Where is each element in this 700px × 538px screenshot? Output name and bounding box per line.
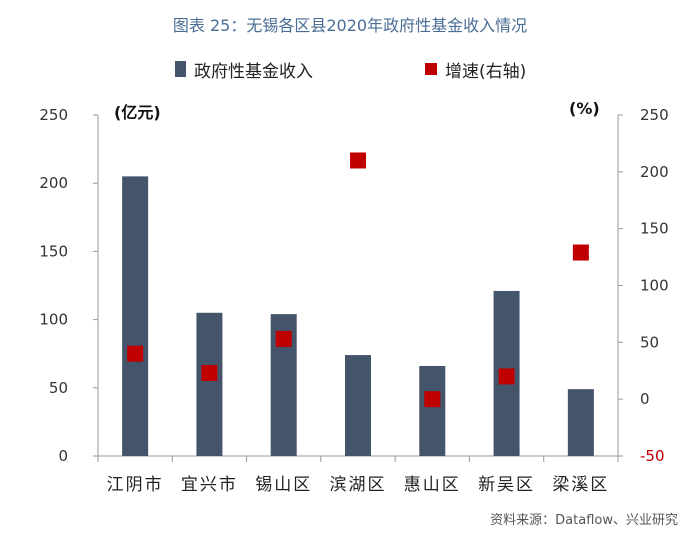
category-label: 梁溪区 — [552, 475, 609, 495]
growth-marker — [572, 244, 589, 261]
growth-marker — [127, 345, 144, 362]
right-axis-unit: (%) — [569, 99, 600, 118]
growth-marker — [275, 330, 292, 347]
category-label: 惠山区 — [404, 475, 461, 495]
legend-item-growth: 增速(右轴) — [425, 57, 526, 82]
growth-marker — [424, 391, 441, 408]
right-tick-label: 150 — [640, 220, 669, 238]
legend-swatch-marker — [425, 63, 437, 75]
left-tick-label: 50 — [49, 379, 68, 397]
right-tick-label: 0 — [640, 390, 650, 408]
left-axis-unit: (亿元) — [114, 103, 161, 122]
chart-title: 图表 25：无锡各区县2020年政府性基金收入情况 — [172, 16, 528, 35]
left-tick-label: 250 — [39, 106, 68, 124]
left-tick-label: 0 — [58, 447, 68, 465]
category-label: 新吴区 — [478, 475, 535, 495]
legend-label-growth: 增速(右轴) — [445, 61, 527, 82]
growth-marker — [498, 368, 515, 385]
category-label: 锡山区 — [255, 475, 312, 495]
left-tick-label: 200 — [39, 174, 68, 192]
right-tick-label: 250 — [640, 106, 669, 124]
left-tick-label: 150 — [39, 242, 68, 260]
revenue-bar — [345, 355, 371, 456]
right-tick-label: 200 — [640, 163, 669, 181]
legend-swatch-bar — [175, 61, 186, 77]
growth-marker — [350, 152, 366, 169]
growth-marker — [201, 365, 218, 382]
left-tick-label: 100 — [39, 311, 68, 329]
legend-label-revenue: 政府性基金收入 — [194, 61, 313, 82]
legend-item-revenue: 政府性基金收入 — [175, 57, 313, 82]
right-tick-label: 50 — [640, 333, 659, 351]
category-label: 江阴市 — [107, 475, 164, 495]
right-tick-label: 100 — [640, 277, 669, 295]
legend: 政府性基金收入 增速(右轴) — [175, 57, 638, 82]
category-label: 宜兴市 — [181, 475, 238, 495]
revenue-bar — [419, 365, 446, 456]
revenue-bar — [122, 176, 149, 456]
category-label: 滨湖区 — [330, 475, 387, 495]
right-tick-label: -50 — [640, 447, 665, 465]
revenue-bar — [567, 389, 594, 456]
source-note: 资料来源：Dataflow、兴业研究 — [490, 513, 678, 528]
revenue-bar — [196, 312, 223, 456]
